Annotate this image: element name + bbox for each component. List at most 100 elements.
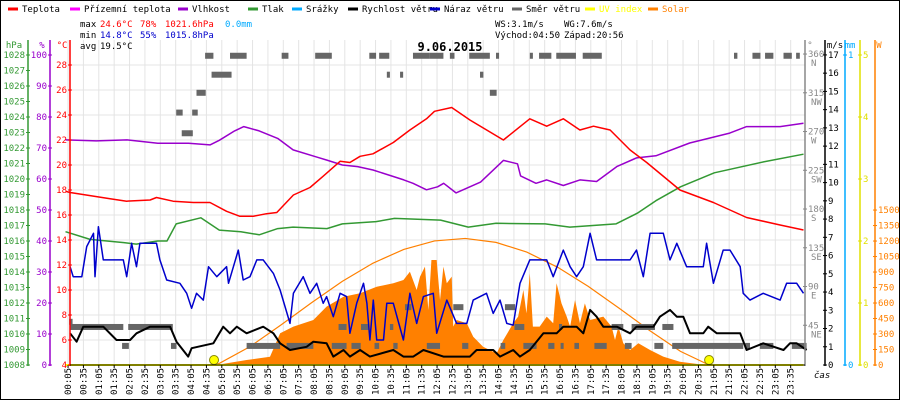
solar-clear-sky-line <box>213 237 710 366</box>
direction-axis-compass-label: E <box>811 292 816 302</box>
series-layer <box>65 52 808 366</box>
temperature-axis-tick-label: 10 <box>56 286 67 296</box>
wind-direction-mark <box>745 342 750 349</box>
wind-speed-line <box>69 308 808 358</box>
x-tick-label: 01:05 <box>95 368 105 395</box>
x-tick-label: 20:35 <box>694 368 704 395</box>
uv-axis-tick-label: 1 <box>863 299 868 309</box>
x-tick-label: 04:35 <box>202 368 212 395</box>
legend-label: Směr větru <box>526 5 580 15</box>
wind-direction-mark <box>361 323 369 330</box>
temperature-axis-tick-label: 12 <box>56 261 67 271</box>
stats-sunset: Západ:20:56 <box>564 31 624 41</box>
x-tick-label: 06:05 <box>249 368 259 395</box>
wind-axis-tick-label: 10 <box>828 179 839 189</box>
x-tick-label: 15:35 <box>541 368 551 395</box>
wind-direction-mark <box>462 342 469 349</box>
uv-axis-tick-label: 3 <box>863 175 868 185</box>
x-tick-label: 06:35 <box>264 368 274 395</box>
x-tick-label: 22:05 <box>741 368 751 395</box>
pressure-axis-tick-label: 1012 <box>3 299 25 309</box>
wind-axis-tick-label: 12 <box>828 142 839 152</box>
uv-axis-tick-label: 0 <box>863 361 868 371</box>
wind-direction-mark <box>539 52 552 59</box>
x-tick-label: 18:35 <box>633 368 643 395</box>
humidity-axis-tick-label: 0 <box>42 361 47 371</box>
wind-axis-tick-label: 11 <box>828 160 839 170</box>
wind-direction-mark <box>176 109 183 116</box>
stats-max-humidity: 78% <box>140 20 157 30</box>
wind-direction-mark <box>315 52 332 59</box>
solar-axis-tick-label: 900 <box>878 268 894 278</box>
temperature-axis-tick-label: 24 <box>56 111 67 121</box>
wind-axis-tick-label: 15 <box>828 87 839 97</box>
pressure-axis-tick-label: 1026 <box>3 82 25 92</box>
wind-direction-mark <box>331 342 347 349</box>
stats-avg-label: avg <box>80 42 96 52</box>
x-tick-label: 00:05 <box>64 368 74 395</box>
legend-label: Vlhkost <box>192 5 230 15</box>
wind-direction-mark <box>594 342 607 349</box>
legend-label: Solar <box>662 5 690 15</box>
x-tick-label: 22:35 <box>756 368 766 395</box>
chart-title: 9.06.2015 <box>417 40 482 54</box>
stats-wind-speed: WS:3.1m/s <box>495 20 544 30</box>
direction-axis-tick-label: 315 <box>808 89 824 99</box>
solar-axis-tick-label: 1050 <box>878 253 900 263</box>
x-tick-label: 00:35 <box>79 368 89 395</box>
stats-sunrise: Východ:04:50 <box>495 31 560 41</box>
pressure-axis-tick-label: 1028 <box>3 51 25 61</box>
direction-axis-compass-label: SW <box>811 175 822 185</box>
wind-direction-mark <box>654 342 664 349</box>
pressure-axis-tick-label: 1013 <box>3 284 25 294</box>
wind-direction-mark <box>449 52 455 59</box>
rain-axis-unit: mm <box>845 41 856 51</box>
legend-label: Náraz větru <box>444 5 504 15</box>
wind-axis-tick-label: 16 <box>828 69 839 79</box>
humidity-axis-tick-label: 90 <box>36 82 47 92</box>
solar-axis-tick-label: 1350 <box>878 222 900 232</box>
x-tick-label: 03:35 <box>172 368 182 395</box>
x-tick-label: 14:05 <box>495 368 505 395</box>
wind-direction-mark <box>783 52 792 59</box>
wind-direction-mark <box>192 109 198 116</box>
humidity-axis-tick-label: 100 <box>31 51 47 61</box>
x-axis-label: čas <box>814 370 830 381</box>
wind-axis-tick-label: 8 <box>828 215 833 225</box>
legend: Teplota Přízemní teplota Vlhkost Tlak Srážky… <box>8 5 690 15</box>
legend-label: UV index <box>599 5 643 15</box>
direction-axis-tick-label: 360 <box>808 50 824 60</box>
pressure-axis-tick-label: 1008 <box>3 361 25 371</box>
direction-axis-compass-label: W <box>811 137 817 147</box>
x-tick-label: 19:35 <box>664 368 674 395</box>
x-tick-label: 01:35 <box>110 368 120 395</box>
wind-direction-mark <box>453 304 464 311</box>
pressure-axis-tick-label: 1011 <box>3 315 25 325</box>
legend-label: Rychlost větru <box>362 5 438 15</box>
humidity-line <box>65 122 804 194</box>
legend-label: Teplota <box>22 5 60 15</box>
direction-axis-tick-label: 270 <box>808 128 824 138</box>
x-tick-label: 10:35 <box>387 368 397 395</box>
uv-axis-tick-label: 4 <box>863 113 868 123</box>
pressure-axis-tick-label: 1016 <box>3 237 25 247</box>
wind-axis-tick-label: 2 <box>828 325 833 335</box>
x-tick-label: 21:35 <box>725 368 735 395</box>
temperature-axis-tick-label: 6 <box>62 336 67 346</box>
direction-axis-compass-label: SE <box>811 253 822 263</box>
solar-axis-tick-label: 0 <box>878 361 883 371</box>
pressure-axis-tick-label: 1027 <box>3 67 25 77</box>
x-tick-label: 21:05 <box>710 368 720 395</box>
wind-direction-mark <box>752 52 761 59</box>
temperature-axis-tick-label: 18 <box>56 186 67 196</box>
pressure-axis-tick-label: 1017 <box>3 222 25 232</box>
legend-label: Tlak <box>262 5 284 15</box>
wind-axis-tick-label: 9 <box>828 197 833 207</box>
wind-direction-mark <box>412 52 430 59</box>
humidity-axis-tick-label: 50 <box>36 206 47 216</box>
humidity-axis-tick-label: 60 <box>36 175 47 185</box>
pressure-axis-tick-label: 1019 <box>3 191 25 201</box>
solar-axis-unit: W <box>876 41 882 51</box>
wind-axis-tick-label: 17 <box>828 51 839 61</box>
pressure-axis-tick-label: 1025 <box>3 98 25 108</box>
